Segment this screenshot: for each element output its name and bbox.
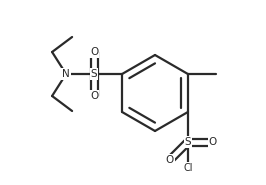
- Text: N: N: [62, 69, 70, 79]
- Text: Cl: Cl: [183, 163, 193, 173]
- Text: S: S: [185, 137, 191, 147]
- Text: O: O: [90, 47, 98, 57]
- Text: O: O: [166, 155, 174, 165]
- Text: S: S: [91, 69, 97, 79]
- Text: O: O: [209, 137, 217, 147]
- Text: O: O: [90, 91, 98, 101]
